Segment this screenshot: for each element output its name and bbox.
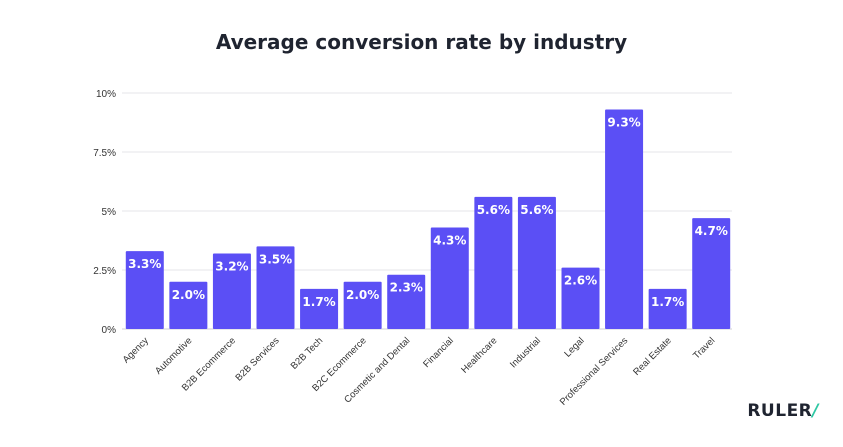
- x-tick-label: Agency: [121, 335, 151, 365]
- bar: [343, 281, 382, 329]
- bar: [517, 196, 556, 329]
- y-tick-label: 5%: [102, 207, 117, 218]
- bar-value-label: 1.7%: [651, 295, 684, 309]
- bar: [212, 253, 251, 329]
- bar: [692, 218, 731, 329]
- logo-mark: /: [812, 401, 819, 421]
- x-tick-label: Legal: [562, 335, 586, 359]
- bar-value-label: 2.0%: [172, 288, 205, 302]
- bar-value-label: 9.3%: [607, 116, 640, 130]
- bar-value-label: 3.3%: [128, 257, 161, 271]
- bar: [430, 227, 469, 329]
- y-tick-label: 7.5%: [93, 148, 116, 159]
- chart-title: Average conversion rate by industry: [215, 30, 628, 54]
- bar: [125, 251, 164, 329]
- bar-value-label: 2.3%: [390, 281, 423, 295]
- y-tick-label: 0%: [102, 325, 117, 336]
- x-tick-label: Travel: [691, 335, 717, 361]
- y-tick-label: 2.5%: [93, 266, 116, 277]
- bar-value-label: 1.7%: [302, 295, 335, 309]
- x-tick-label: Healthcare: [459, 335, 499, 375]
- y-tick-label: 10%: [96, 89, 116, 100]
- bar: [256, 246, 295, 329]
- bar-value-label: 4.7%: [695, 224, 728, 238]
- bar-value-label: 2.6%: [564, 274, 597, 288]
- bar-value-label: 5.6%: [520, 203, 553, 217]
- x-tick-label: Industrial: [508, 335, 543, 370]
- bar: [474, 196, 513, 329]
- bar: [561, 267, 600, 329]
- x-tick-label: B2B Services: [234, 335, 282, 383]
- bar: [300, 288, 339, 329]
- bar-value-label: 5.6%: [477, 203, 510, 217]
- bar-value-label: 2.0%: [346, 288, 379, 302]
- x-tick-label: Financial: [421, 335, 456, 370]
- x-tick-label: B2B Tech: [289, 335, 325, 371]
- bar: [605, 109, 644, 330]
- bar: [387, 274, 426, 329]
- bar-value-label: 3.2%: [215, 259, 248, 273]
- bar-value-label: 4.3%: [433, 234, 466, 248]
- x-tick-label: Real Estate: [631, 335, 674, 378]
- bar: [169, 281, 208, 329]
- x-tick-label: Automotive: [153, 335, 194, 376]
- ruler-logo: RULER/: [747, 401, 819, 421]
- bar-value-label: 3.5%: [259, 252, 292, 266]
- logo-text: RULER: [747, 401, 813, 421]
- bar: [648, 288, 687, 329]
